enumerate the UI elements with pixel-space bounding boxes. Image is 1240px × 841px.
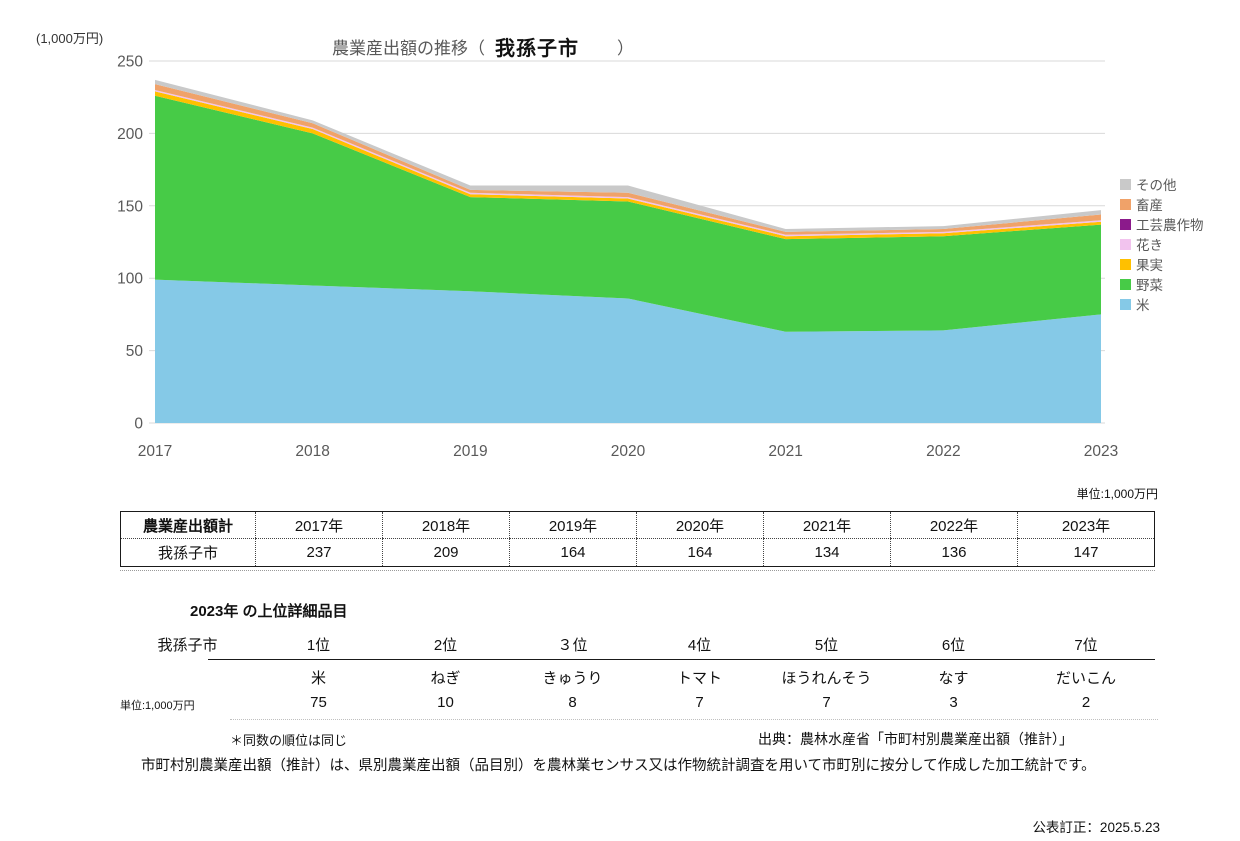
- tie-rank-footnote: ＊同数の順位は同じ: [230, 733, 348, 748]
- summary-table-year-header: 2017年: [255, 511, 383, 539]
- summary-table-year-header: 2019年: [509, 511, 637, 539]
- rank-value-cell: 7: [695, 694, 704, 711]
- publication-revision-date: 公表訂正：2025.5.23: [1032, 820, 1160, 835]
- legend-label: 果実: [1136, 258, 1163, 273]
- legend-swatch-icon: [1120, 218, 1131, 230]
- rank-header-cell: 6位: [941, 637, 966, 654]
- rank-header-cell: 7位: [1074, 637, 1098, 654]
- rank-item-cell: ねぎ: [430, 670, 461, 687]
- summary-table-value-cell: 209: [382, 538, 510, 567]
- legend-item-野菜: 野菜: [1120, 274, 1204, 294]
- rank-item-cell: なす: [938, 670, 969, 687]
- rank-value-cell: 8: [568, 694, 577, 711]
- ranking-values-dotted-line: [230, 719, 1158, 720]
- summary-table-value-cell: 147: [1017, 538, 1155, 567]
- legend-swatch-icon: [1120, 178, 1131, 190]
- legend-item-畜産: 畜産: [1120, 194, 1204, 214]
- rank-item-cell: ほうれんそう: [781, 670, 872, 687]
- legend-swatch-icon: [1120, 298, 1131, 310]
- summary-table-year-header: 2022年: [890, 511, 1018, 539]
- y-axis-unit-label: (1,000万円): [36, 31, 104, 46]
- legend-swatch-icon: [1120, 238, 1131, 250]
- rank-value-cell: 7: [822, 694, 831, 711]
- summary-table-value-cell: 134: [763, 538, 891, 567]
- rank-item-cell: トマト: [676, 670, 722, 687]
- ranking-section-title: 2023年 の上位詳細品目: [190, 603, 348, 620]
- legend-item-工芸農作物: 工芸農作物: [1120, 214, 1204, 234]
- summary-table-value-cell: 237: [255, 538, 383, 567]
- summary-table-value-cell: 136: [890, 538, 1018, 567]
- rank-value-cell: 75: [310, 694, 327, 711]
- x-tick-label-2018: 2018: [295, 443, 329, 460]
- summary-table-row: 我孫子市 237 209 164 164 134 136 147: [121, 538, 1155, 567]
- source-footnote: 出典：農林水産省「市町村別農業産出額（推計）」: [758, 731, 1073, 747]
- legend-label: 花き: [1136, 238, 1163, 253]
- x-tick-label-2021: 2021: [768, 443, 802, 460]
- rank-header-cell: 5位: [814, 637, 839, 654]
- summary-table-value-cell: 164: [509, 538, 637, 567]
- x-tick-label-2020: 2020: [611, 443, 646, 460]
- y-tick-label-50: 50: [126, 343, 144, 360]
- legend-label: その他: [1136, 178, 1177, 193]
- chart-title-city: 我孫子市: [495, 38, 579, 60]
- legend-item-米: 米: [1120, 294, 1204, 314]
- summary-table: 農業産出額計 2017年 2018年 2019年 2020年 2021年 2022年 2023…: [120, 511, 1155, 567]
- summary-table-value-cell: 164: [636, 538, 764, 567]
- summary-table-year-header: 2020年: [636, 511, 764, 539]
- methodology-footnote: 市町村別農業産出額（推計）は、県別農業産出額（品目別）を農林業センサス又は作物統…: [141, 758, 1096, 774]
- ranking-header-underline: [208, 659, 1155, 660]
- summary-table-year-header: 2023年: [1017, 511, 1155, 539]
- summary-table-year-header: 2021年: [763, 511, 891, 539]
- rank-item-cell: だいこん: [1055, 670, 1116, 687]
- summary-table-header-row: 農業産出額計 2017年 2018年 2019年 2020年 2021年 2022年 2023…: [120, 511, 1155, 539]
- legend-item-花き: 花き: [1120, 234, 1204, 254]
- legend-label: 畜産: [1136, 198, 1163, 213]
- stacked-area-chart: 0 50 100 150 200 250 2017 2018 2019 2020 2021 2022 2…: [117, 54, 1118, 461]
- legend-swatch-icon: [1120, 258, 1131, 270]
- y-tick-label-150: 150: [117, 198, 143, 215]
- area-series-野菜: [155, 95, 1101, 332]
- rank-header-cell: 4位: [687, 637, 712, 654]
- rank-value-cell: 3: [949, 694, 958, 711]
- x-tick-label-2019: 2019: [453, 443, 487, 460]
- legend-swatch-icon: [1120, 198, 1131, 210]
- rank-header-cell: ３位: [557, 637, 588, 654]
- table-unit-note: 単位:1,000万円: [1076, 487, 1158, 501]
- y-tick-label-0: 0: [134, 416, 143, 433]
- x-tick-label-2023: 2023: [1084, 443, 1118, 460]
- rank-header-cell: 1位: [306, 637, 331, 654]
- y-tick-label-100: 100: [117, 271, 143, 288]
- area-series-米: [155, 279, 1101, 423]
- x-tick-label-2017: 2017: [138, 443, 172, 460]
- legend-label: 米: [1136, 298, 1150, 313]
- rank-item-cell: きゅうり: [542, 670, 603, 687]
- ranking-row-label: 我孫子市: [157, 637, 218, 654]
- summary-table-year-header: 2018年: [382, 511, 510, 539]
- ranking-items-row: 米 ねぎ きゅうり トマト ほうれんそう なす だいこん: [120, 667, 1155, 688]
- ranking-items-spacer: [120, 667, 255, 688]
- rank-item-cell: 米: [310, 670, 326, 687]
- ranking-unit-note: 単位:1,000万円: [120, 700, 195, 712]
- ranking-header-row: 我孫子市 1位 2位 ３位 4位 5位 6位 7位: [120, 634, 1155, 655]
- chart-title: 農業産出額の推移（ 我孫子市 ）: [332, 32, 634, 61]
- rank-header-cell: 2位: [433, 637, 458, 654]
- legend-label: 野菜: [1136, 278, 1163, 293]
- chart-title-prefix: 農業産出額の推移（: [332, 39, 485, 58]
- y-tick-label-250: 250: [117, 54, 143, 71]
- ranking-values-row: 単位:1,000万円 75 10 8 7 7 3 2: [120, 694, 1155, 713]
- x-tick-label-2022: 2022: [926, 443, 960, 460]
- summary-table-corner-header: 農業産出額計: [120, 511, 256, 539]
- summary-table-row-label: 我孫子市: [157, 545, 218, 562]
- rank-value-cell: 2: [1081, 694, 1091, 711]
- legend-swatch-icon: [1120, 278, 1131, 290]
- chart-title-suffix: ）: [617, 39, 634, 58]
- rank-value-cell: 10: [437, 694, 454, 711]
- y-tick-label-200: 200: [117, 126, 143, 143]
- chart-legend: その他畜産工芸農作物花き果実野菜米: [1120, 174, 1204, 314]
- legend-item-その他: その他: [1120, 174, 1204, 194]
- legend-label: 工芸農作物: [1136, 218, 1204, 233]
- table-bottom-dotted-line: [120, 570, 1155, 571]
- legend-item-果実: 果実: [1120, 254, 1204, 274]
